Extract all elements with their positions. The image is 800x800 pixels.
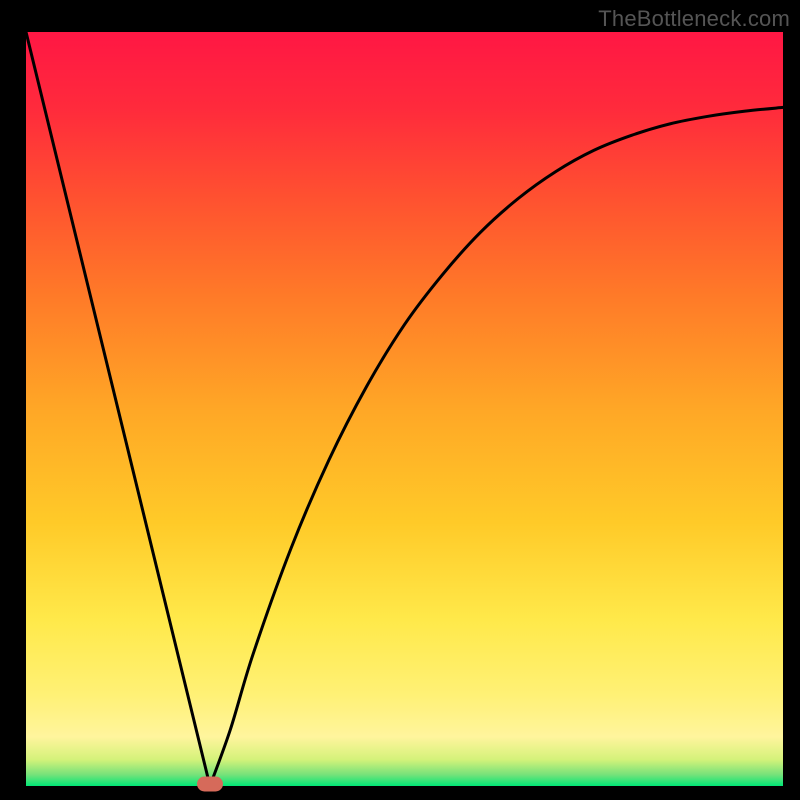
minimum-marker bbox=[197, 776, 223, 791]
chart-frame: TheBottleneck.com bbox=[0, 0, 800, 800]
bottleneck-curve bbox=[26, 32, 783, 786]
watermark-text: TheBottleneck.com bbox=[598, 6, 790, 32]
frame-border-left bbox=[0, 0, 26, 800]
curve-path bbox=[26, 32, 783, 786]
plot-area bbox=[26, 32, 783, 786]
frame-border-right bbox=[783, 0, 800, 800]
frame-border-bottom bbox=[0, 786, 800, 800]
